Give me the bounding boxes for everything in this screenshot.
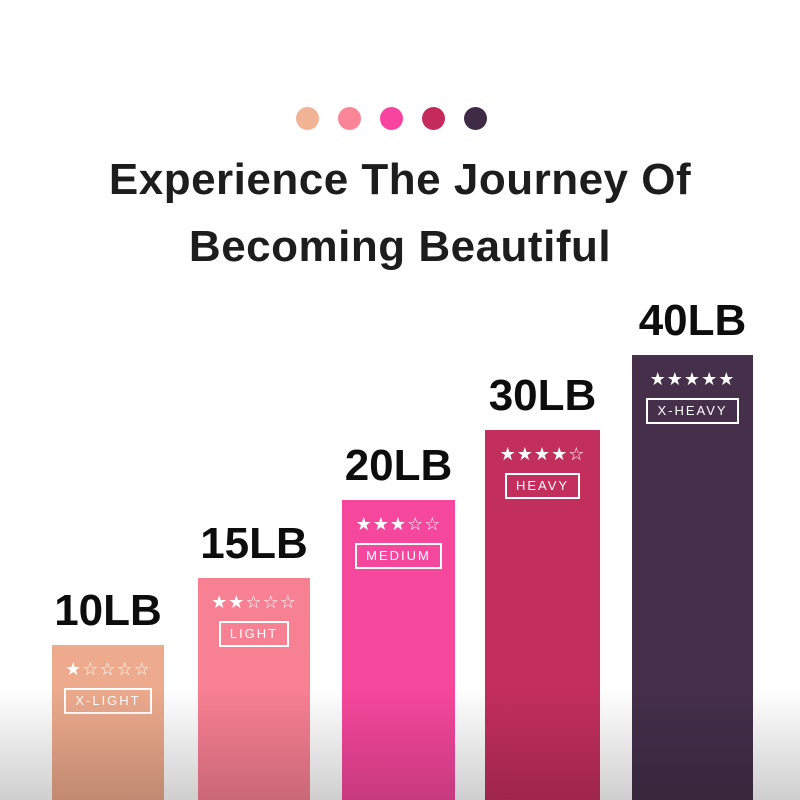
bar-15lb: ★★☆☆☆ LIGHT [198, 578, 310, 800]
weight-label-20lb: 20LB [344, 441, 453, 490]
palette-dot-medium [380, 107, 403, 130]
weight-label-10lb: 10LB [54, 586, 162, 635]
resistance-label-box-15lb: LIGHT [218, 621, 290, 647]
palette-dot-x-heavy [464, 107, 487, 130]
page-title-line2: Becoming Beautiful [188, 222, 612, 271]
page-title-line1: Experience The Journey Of [108, 155, 692, 204]
bar-20lb: ★★★☆☆ MEDIUM [342, 500, 455, 800]
star-rating-15lb: ★★☆☆☆ [211, 592, 297, 613]
resistance-label-box-10lb: X-LIGHT [64, 688, 152, 714]
weight-label-40lb: 40LB [638, 296, 747, 345]
star-rating-10lb: ★☆☆☆☆ [65, 659, 151, 680]
palette-dot-x-light [296, 107, 319, 130]
palette-dot-light [338, 107, 361, 130]
palette-dot-heavy [422, 107, 445, 130]
bar-40lb: ★★★★★ X-HEAVY [632, 355, 753, 800]
bar-30lb: ★★★★☆ HEAVY [485, 430, 600, 800]
star-rating-20lb: ★★★☆☆ [355, 514, 442, 535]
page-title: Experience The Journey Of Becoming Beaut… [0, 146, 800, 280]
weight-label-30lb: 30LB [488, 371, 597, 420]
weight-label-15lb: 15LB [200, 519, 308, 568]
resistance-label-box-20lb: MEDIUM [355, 543, 442, 569]
resistance-label-box-30lb: HEAVY [504, 473, 581, 499]
resistance-label-box-40lb: X-HEAVY [646, 398, 739, 424]
bar-10lb: ★☆☆☆☆ X-LIGHT [52, 645, 164, 800]
star-rating-30lb: ★★★★☆ [499, 444, 586, 465]
star-rating-40lb: ★★★★★ [649, 369, 736, 390]
